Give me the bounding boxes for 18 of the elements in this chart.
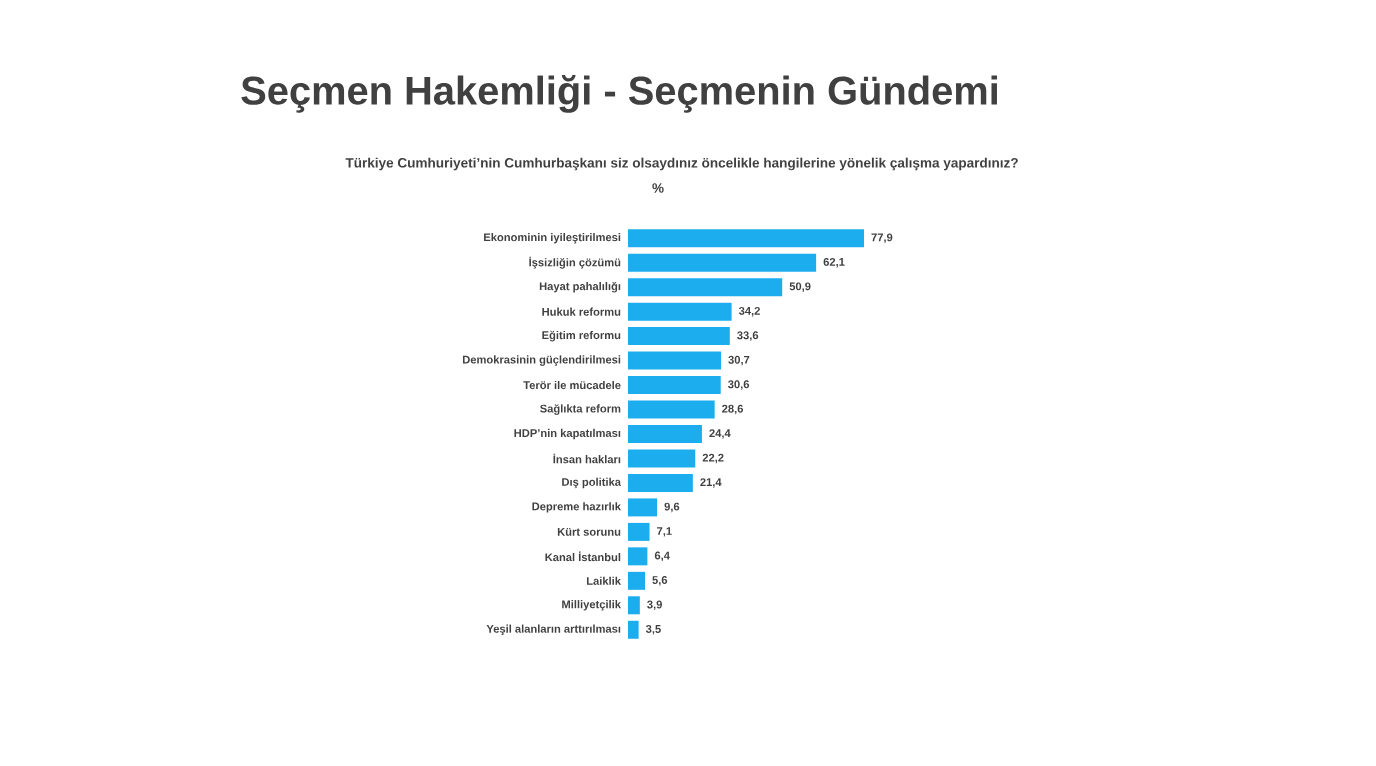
bar xyxy=(628,278,783,297)
bar xyxy=(628,376,721,395)
bar xyxy=(628,449,696,468)
bar xyxy=(628,425,702,443)
bar xyxy=(628,522,650,541)
bar xyxy=(628,547,648,566)
bar xyxy=(628,400,715,419)
chart-title: Seçmen Hakemliği - Seçmenin Gündemi xyxy=(241,75,997,113)
bar xyxy=(628,620,639,639)
bar xyxy=(628,302,732,321)
bar xyxy=(628,473,693,492)
bar xyxy=(628,253,817,272)
bar xyxy=(628,498,658,517)
bar xyxy=(628,229,865,248)
bar xyxy=(628,571,645,590)
bar xyxy=(628,596,640,615)
bar xyxy=(628,351,722,370)
bar xyxy=(628,327,730,346)
